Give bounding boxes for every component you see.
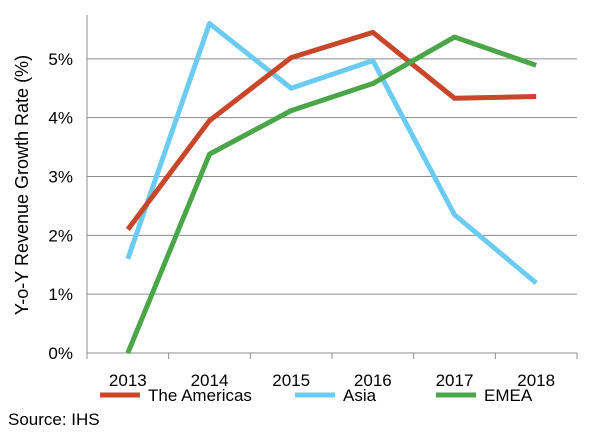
series-line-emea [125,34,537,354]
x-tick-label: 2016 [354,371,392,390]
y-tick-label: 1% [48,285,73,304]
source-note: Source: IHS [8,410,100,429]
legend-label: The Americas [148,386,252,405]
y-tick-label: 4% [48,109,73,128]
series-line-the-americas [125,29,537,231]
y-axis-title: Y-o-Y Revenue Growth Rate (%) [12,55,32,315]
legend: The Americas Asia EMEA [100,386,533,405]
y-tick-label: 0% [48,344,73,363]
y-tick-label: 2% [48,226,73,245]
series-line-asia [125,21,538,285]
y-tick-labels: 0% 1% 2% 3% 4% 5% [48,50,73,363]
legend-label: Asia [343,386,377,405]
x-tick-label: 2013 [109,371,147,390]
series-lines [125,21,538,354]
x-tick-label: 2017 [436,371,474,390]
x-tick-label: 2018 [517,371,555,390]
x-tick-label: 2015 [272,371,310,390]
y-tick-label: 5% [48,50,73,69]
y-tick-label: 3% [48,168,73,187]
x-tick-label: 2014 [191,371,229,390]
legend-label: EMEA [484,386,533,405]
x-tick-labels: 2013 2014 2015 2016 2017 2018 [86,353,578,390]
